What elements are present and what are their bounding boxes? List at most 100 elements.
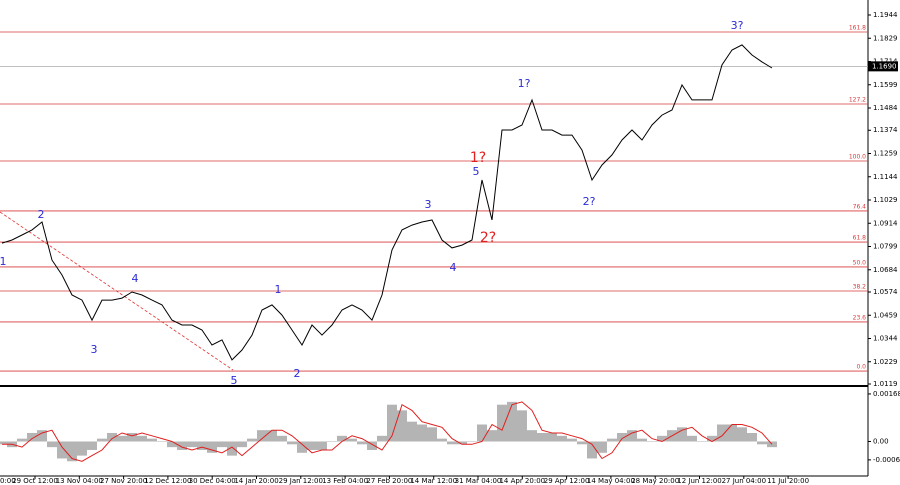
osc-bar [487,430,497,442]
x-tick-label: 27 Nov 20:00 [100,477,147,485]
price-line [1,44,773,361]
osc-bar [417,424,427,442]
osc-bar [737,427,747,442]
fib-label: 161.8 [849,24,866,31]
x-tick-label: 14 Apr 20:00 [499,477,545,485]
osc-bar [657,435,667,442]
fib-label: 100.0 [849,153,866,160]
osc-bar [207,441,217,453]
y-tick-label: 1.1599 [873,81,898,89]
osc-bar [447,441,457,445]
osc-bar [127,432,137,442]
osc-bar [217,441,227,448]
osc-bar [17,438,27,442]
osc-bar [57,441,67,459]
osc-bar [357,441,367,445]
x-tick-label: 14 Mar 12:00 [410,477,457,485]
osc-bar [607,438,617,442]
wave-label: 3 [425,198,432,211]
osc-bar [747,432,757,442]
osc-bar [377,435,387,442]
osc-bar [557,435,567,442]
osc-bar [477,424,487,442]
osc-bar [497,404,507,442]
x-tick-label: 12 Jun 12:00 [677,477,721,485]
x-tick-label: 31 Mar 04:00 [455,477,502,485]
osc-bar [467,441,477,442]
osc-bar [767,441,777,448]
osc-bar [517,410,527,442]
y-tick-label: 1.0799 [873,243,898,251]
x-tick-label: 13 Nov 04:00 [56,477,103,485]
y-tick-label: 1.1144 [873,173,898,181]
osc-bar [107,432,117,442]
osc-bar [47,441,57,448]
fib-label: 0.0 [856,364,866,371]
fib-label: 23.6 [853,314,867,321]
signal-line [2,401,773,462]
osc-bar [67,441,77,462]
osc-bar [347,438,357,442]
osc-bar [717,424,727,442]
y-tick-label: 1.1029 [873,196,898,204]
y-tick-label: 1.1944 [873,11,898,19]
osc-bar [277,435,287,442]
fib-label: 76.4 [853,203,867,210]
osc-bar [427,427,437,442]
current-price-box [868,61,898,72]
x-tick-label: 29 Apr 12:00 [544,477,590,485]
osc-bar [407,421,417,442]
wave-label: 2 [38,208,45,221]
osc-bar [197,441,207,450]
osc-bar [187,441,197,448]
osc-bar [527,430,537,442]
osc-bar [77,441,87,456]
osc-bar [177,441,187,450]
y-tick-label: 1.1374 [873,126,898,134]
y-tick-label: 1.0229 [873,358,898,366]
osc-bar [587,441,597,459]
osc-bar [647,441,657,442]
wave-label: 1 [0,255,7,268]
osc-bar [267,430,277,442]
osc-bar [337,435,347,442]
y-tick-label: 1.0119 [873,380,898,388]
osc-bar [117,435,127,442]
osc-bar [37,430,47,442]
y-tick-label: 1.1829 [873,34,898,42]
y-tick-label: 1.0684 [873,266,898,274]
osc-bar [617,432,627,442]
y-tick-label: 1.0344 [873,335,898,343]
x-tick-label: 29 Jan 12:00 [279,477,323,485]
osc-bar [87,441,97,450]
wave-label: 4 [132,272,139,285]
osc-bar [247,438,257,442]
wave-label: 2? [583,195,596,208]
osc-bar [27,432,37,442]
x-tick-label: 13 Feb 04:00 [322,477,368,485]
osc-bar [397,410,407,442]
osc-bar [567,438,577,442]
wave-label: 3? [731,19,744,32]
x-tick-label: 11 Jul 20:00 [767,477,809,485]
osc-bar [327,441,337,442]
y-tick-label: 1.1259 [873,150,898,158]
osc-bar [147,438,157,442]
fib-label: 38.2 [853,283,867,290]
osc-bar [687,435,697,442]
x-tick-label: 28 May 20:00 [631,477,679,485]
current-price-label: 1.1690 [872,62,897,70]
osc-bar [157,441,167,442]
osc-bar [637,438,647,442]
osc-bar [507,401,517,442]
osc-bar [757,441,767,445]
wave-label: 3 [91,343,98,356]
wave-label: 1 [275,283,282,296]
fib-label: 50.0 [853,259,867,266]
wave-label: 5 [231,374,238,387]
y2-tick-label: -0.00065 [873,456,900,464]
osc-bar [577,441,587,445]
fib-label: 127.2 [849,96,866,103]
